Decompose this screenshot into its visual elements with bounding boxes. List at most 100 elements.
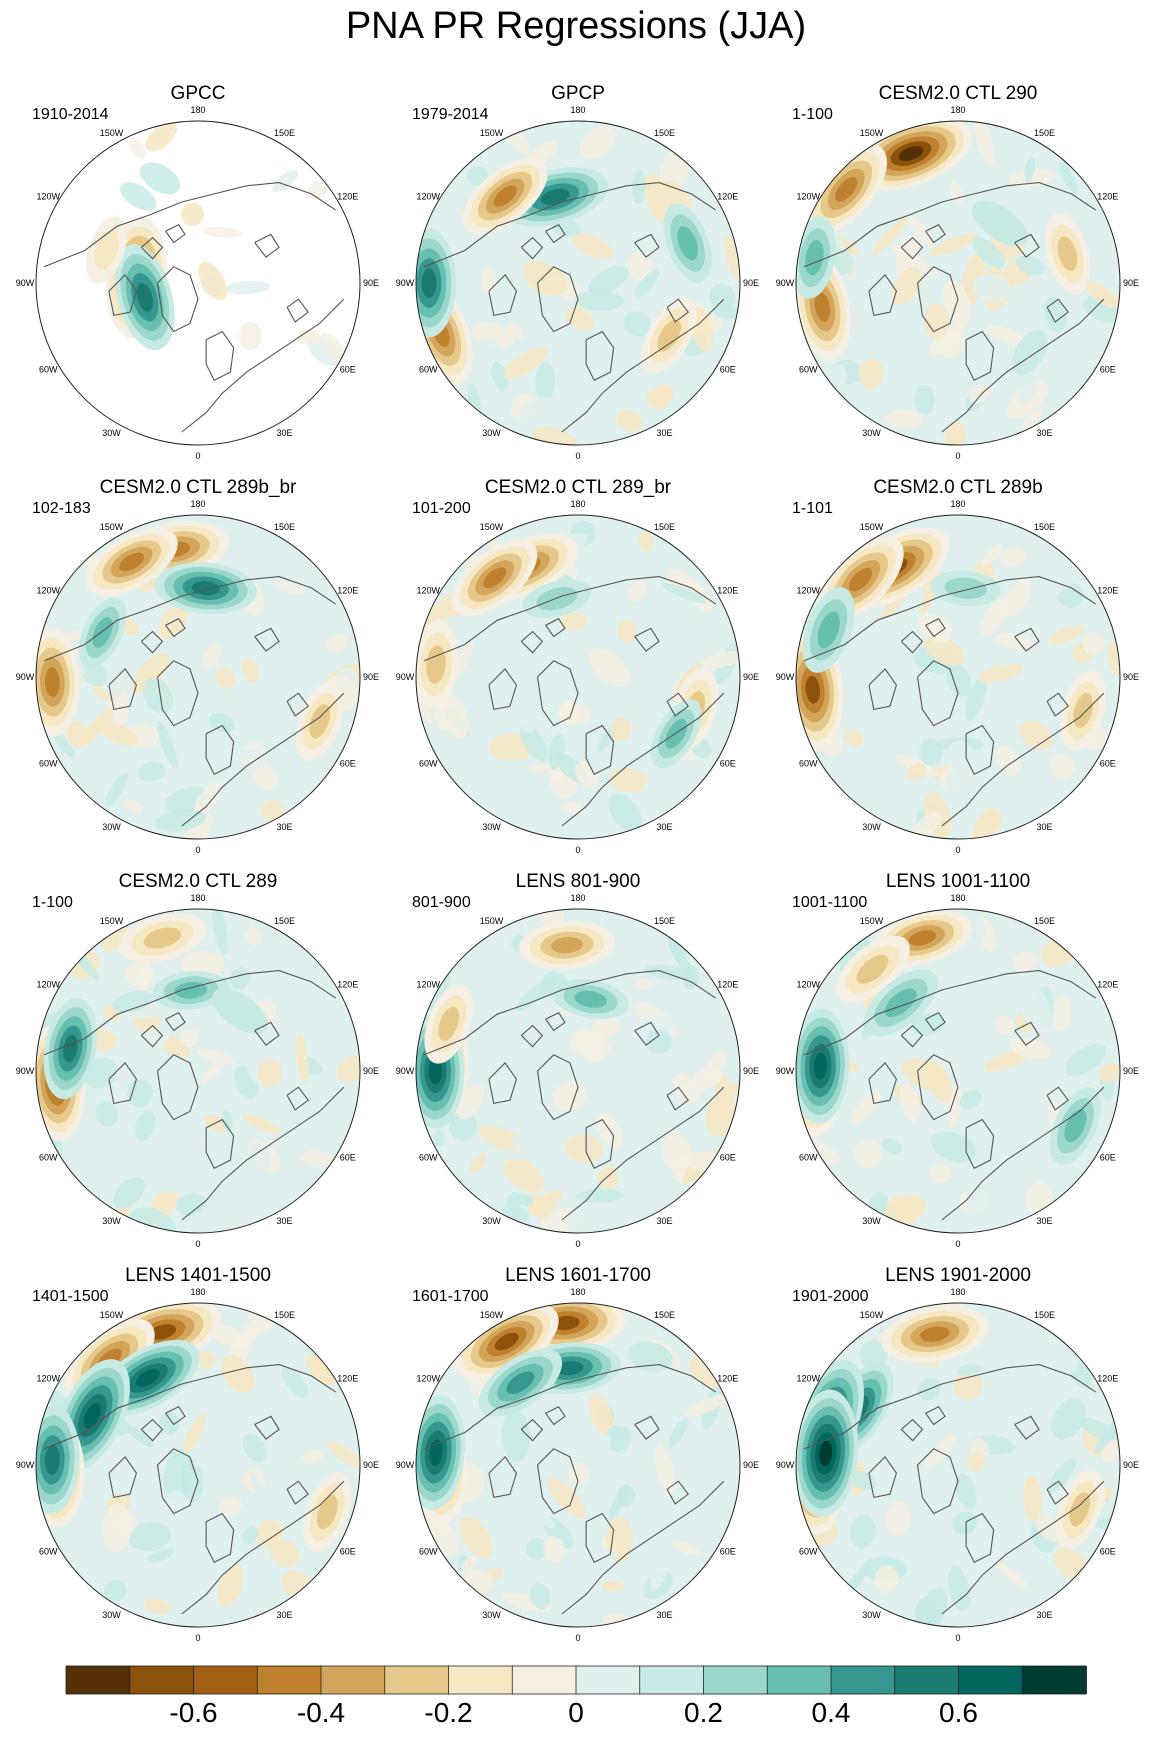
longitude-label: 120W bbox=[36, 586, 60, 596]
field-blob bbox=[601, 1580, 625, 1592]
map-panel-9: 180 150E 120E 90E 60E 30E 0 30W 60W 90W 120W 150W LE… bbox=[776, 871, 1139, 1249]
panel-title: GPCP bbox=[551, 83, 605, 104]
coastlines bbox=[43, 576, 345, 827]
coastline bbox=[205, 724, 235, 775]
field-blob bbox=[967, 1453, 986, 1472]
field-blob bbox=[522, 260, 568, 296]
precip-field bbox=[796, 515, 1120, 839]
longitude-label: 90W bbox=[396, 1066, 415, 1076]
coastline bbox=[536, 660, 579, 727]
longitude-label: 150E bbox=[274, 1310, 295, 1320]
longitude-label: 120E bbox=[1097, 192, 1118, 202]
longitude-label: 0 bbox=[955, 451, 960, 461]
field-blob bbox=[127, 1425, 155, 1447]
field-blob bbox=[449, 1111, 478, 1141]
field-blob bbox=[859, 1340, 888, 1369]
longitude-label: 90W bbox=[396, 1460, 415, 1470]
longitude-label: 120W bbox=[796, 586, 820, 596]
anomaly-contour bbox=[536, 587, 578, 611]
field-blob bbox=[506, 1483, 537, 1509]
field-blob bbox=[145, 121, 178, 152]
coastline bbox=[1014, 1021, 1040, 1046]
field-blob bbox=[1081, 631, 1105, 655]
panel-title: CESM2.0 CTL 289_br bbox=[485, 477, 672, 498]
field-blob bbox=[586, 355, 599, 374]
field-blob bbox=[295, 1033, 309, 1084]
longitude-label: 120E bbox=[1097, 586, 1118, 596]
longitude-label: 120W bbox=[416, 586, 440, 596]
coastline bbox=[165, 1405, 186, 1426]
coastline bbox=[140, 1024, 164, 1048]
longitude-label: 60E bbox=[340, 365, 356, 375]
field-blob bbox=[959, 1089, 982, 1110]
longitude-label: 150E bbox=[274, 522, 295, 532]
field-blob bbox=[206, 1148, 232, 1173]
field-blob bbox=[127, 1078, 153, 1108]
longitude-label: 90E bbox=[743, 1066, 759, 1076]
map-border bbox=[795, 120, 1121, 446]
field-blob bbox=[914, 384, 935, 415]
map-border bbox=[795, 514, 1121, 840]
coastline bbox=[520, 236, 544, 260]
coastline bbox=[156, 1448, 199, 1515]
field-blob bbox=[1013, 951, 1038, 971]
longitude-label: 150E bbox=[1034, 916, 1055, 926]
coastline bbox=[561, 1480, 725, 1615]
field-blob bbox=[211, 1018, 244, 1062]
field-blob bbox=[703, 1484, 723, 1503]
anomaly-contour bbox=[817, 611, 840, 649]
field-blob bbox=[242, 658, 260, 684]
longitude-label: 180 bbox=[570, 499, 585, 509]
anomaly-contour bbox=[677, 226, 698, 261]
field-blob bbox=[95, 1100, 119, 1127]
field-blob bbox=[255, 1519, 283, 1548]
coastline bbox=[561, 298, 725, 433]
field-base bbox=[36, 909, 360, 1233]
longitude-label: 30W bbox=[862, 822, 881, 832]
panel-period: 1401-1500 bbox=[32, 1288, 109, 1305]
field-blob bbox=[686, 618, 706, 646]
field-blob bbox=[271, 170, 299, 192]
map-border bbox=[415, 1302, 741, 1628]
longitude-label: 150E bbox=[1034, 128, 1055, 138]
field-blob bbox=[636, 1160, 662, 1183]
coastlines bbox=[423, 182, 725, 433]
field-blob bbox=[594, 375, 625, 387]
colorbar-swatch bbox=[129, 1665, 195, 1695]
field-blob bbox=[1041, 571, 1080, 600]
coastlines bbox=[43, 182, 345, 433]
longitude-label: 30W bbox=[102, 1610, 121, 1620]
colorbar-swatch bbox=[1021, 1665, 1087, 1695]
coastline bbox=[165, 1011, 186, 1032]
longitude-label: 120W bbox=[416, 980, 440, 990]
longitude-label: 120W bbox=[416, 1374, 440, 1384]
coastline bbox=[545, 1011, 566, 1032]
coastline bbox=[545, 223, 566, 244]
field-blob bbox=[858, 358, 884, 390]
longitude-label: 90E bbox=[743, 278, 759, 288]
field-blob bbox=[433, 1128, 445, 1147]
coastline bbox=[585, 330, 615, 381]
field-blob bbox=[128, 1521, 171, 1552]
colorbar-swatch bbox=[766, 1665, 832, 1695]
coastlines bbox=[43, 1364, 345, 1615]
field-blob bbox=[78, 708, 115, 748]
longitude-label: 120E bbox=[337, 980, 358, 990]
panel-title: LENS 801-900 bbox=[516, 871, 641, 892]
field-blob bbox=[1001, 579, 1032, 618]
field-blob bbox=[229, 748, 268, 761]
field-blob bbox=[301, 1449, 324, 1465]
field-blob bbox=[567, 1207, 595, 1233]
coastline bbox=[43, 970, 337, 1056]
coastline bbox=[941, 298, 1105, 433]
field-blob bbox=[607, 1604, 628, 1615]
longitude-label: 150W bbox=[480, 128, 504, 138]
longitude-label: 60E bbox=[720, 1547, 736, 1557]
longitude-label: 150W bbox=[100, 916, 124, 926]
coastline bbox=[286, 692, 309, 717]
field-blob bbox=[242, 1526, 259, 1545]
field-blob bbox=[60, 1544, 92, 1570]
coastline bbox=[254, 627, 280, 652]
longitude-label: 0 bbox=[575, 845, 580, 855]
